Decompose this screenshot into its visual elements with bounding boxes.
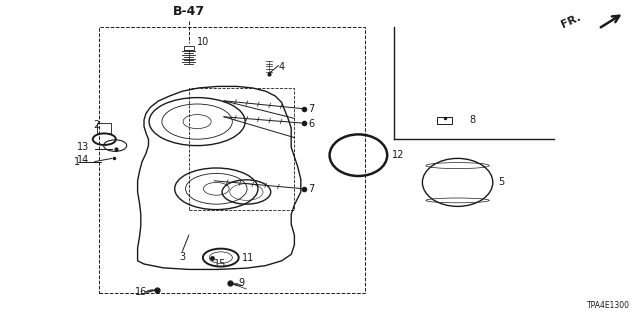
Text: 6: 6 [308,119,315,129]
Text: 7: 7 [308,104,315,115]
Text: B-47: B-47 [173,5,205,18]
Bar [189,88,294,210]
Text: 10: 10 [197,36,209,47]
Bar [184,46,194,50]
Text: 13: 13 [77,142,90,152]
Text: 12: 12 [392,150,404,160]
Bar [99,27,365,293]
Bar [437,117,452,124]
Text: 14: 14 [77,155,90,165]
Text: 2: 2 [93,120,99,130]
Text: 4: 4 [278,62,285,72]
Bar [97,123,111,133]
Text: 1: 1 [74,156,80,167]
Text: 9: 9 [238,278,244,288]
Text: 3: 3 [179,252,186,262]
Text: TPA4E1300: TPA4E1300 [588,301,630,310]
Text: 7: 7 [308,184,315,195]
Text: 16: 16 [135,287,147,297]
Text: 11: 11 [242,253,254,263]
Text: FR.: FR. [559,12,582,30]
Text: 15: 15 [214,259,227,269]
Text: 8: 8 [470,115,476,125]
Text: 5: 5 [498,177,504,188]
